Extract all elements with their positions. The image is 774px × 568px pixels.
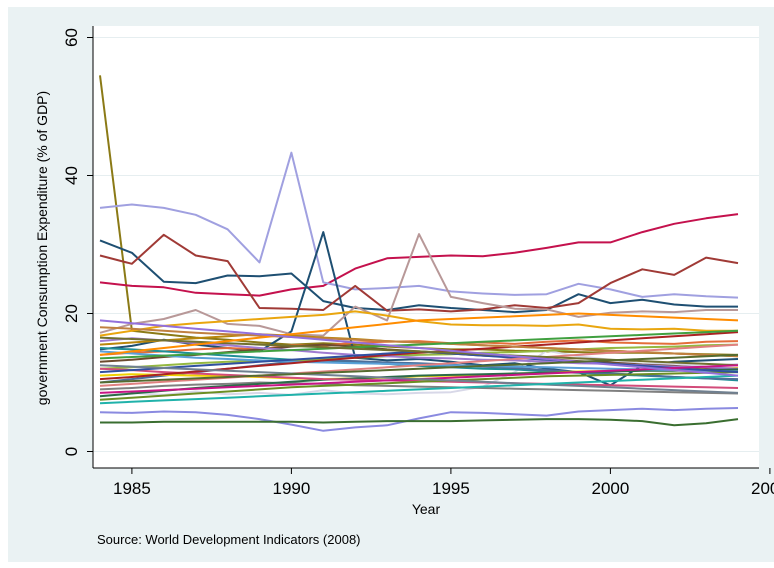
series-line bbox=[99, 381, 739, 395]
series-line bbox=[99, 151, 739, 299]
gridlines bbox=[93, 37, 759, 452]
x-tick-label: 1995 bbox=[432, 479, 470, 498]
y-tick-label: 40 bbox=[62, 166, 81, 185]
series-line bbox=[99, 343, 739, 370]
y-tick-label: 0 bbox=[62, 447, 81, 456]
series-line bbox=[100, 418, 739, 427]
series-line bbox=[99, 239, 738, 314]
series-line bbox=[99, 233, 739, 313]
series-line bbox=[99, 319, 739, 377]
series-line bbox=[99, 364, 739, 394]
series-line bbox=[99, 213, 739, 297]
series-line bbox=[99, 329, 739, 360]
y-tick-label: 60 bbox=[62, 28, 81, 47]
x-tick-label: 1990 bbox=[272, 479, 310, 498]
y-tick-label: 20 bbox=[62, 304, 81, 323]
series-line bbox=[99, 336, 739, 367]
series-line bbox=[99, 343, 739, 387]
series-line bbox=[99, 374, 739, 405]
source-note: Source: World Development Indicators (20… bbox=[97, 532, 361, 547]
y-axis-title: government Consumption Expenditure (% of… bbox=[34, 91, 50, 405]
series-line bbox=[99, 233, 738, 337]
series-line bbox=[99, 339, 739, 356]
series-line bbox=[99, 312, 739, 356]
series-line bbox=[99, 407, 739, 432]
x-axis-title: Year bbox=[412, 501, 441, 517]
x-tick-label: 2005 bbox=[751, 479, 774, 498]
x-tick-label: 1985 bbox=[113, 479, 151, 498]
axes: 0 20 40 60 1985 1990 1995 2000 2005 bbox=[62, 26, 774, 498]
x-tick-label: 2000 bbox=[591, 479, 629, 498]
series-lines bbox=[99, 75, 739, 432]
series-line bbox=[99, 371, 739, 401]
series-line bbox=[99, 353, 739, 384]
